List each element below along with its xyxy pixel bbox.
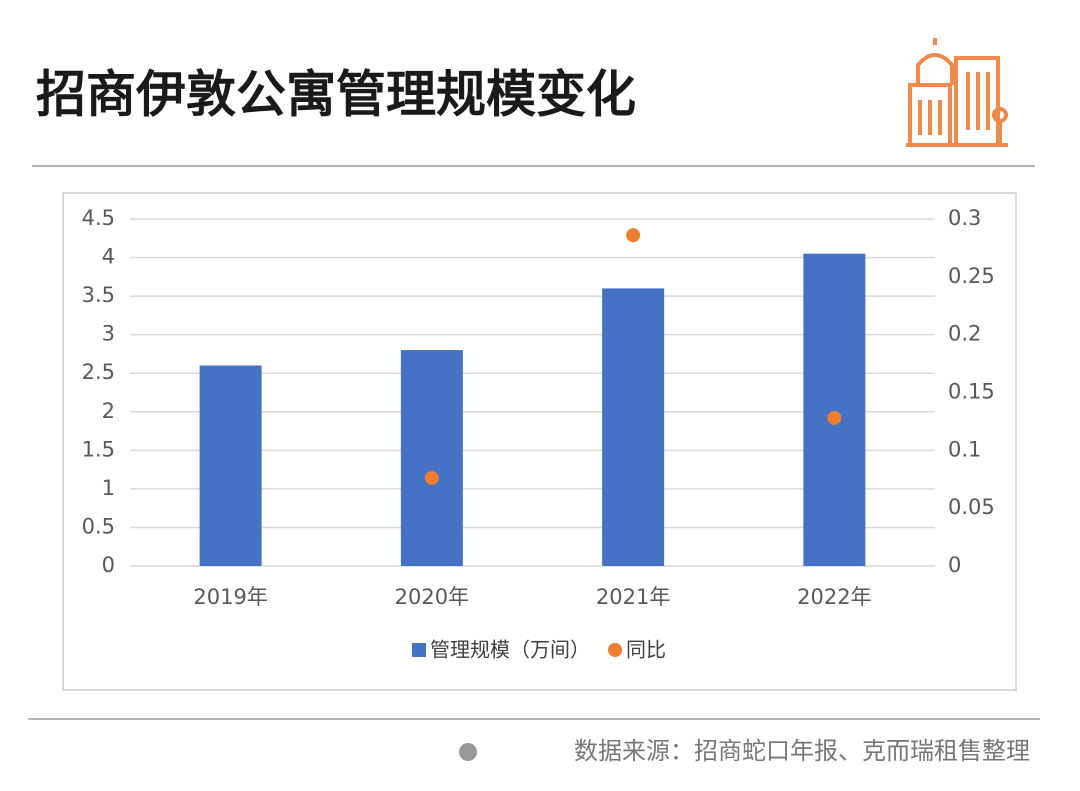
- legend-swatch: [608, 643, 622, 657]
- y2-tick-label: 0.2: [948, 322, 981, 346]
- legend-label: 同比: [626, 638, 666, 662]
- bullet: [459, 743, 477, 761]
- y2-tick-label: 0.1: [948, 437, 981, 461]
- point: [827, 410, 842, 425]
- plot: 0 0.5 1 1.5 2 2.5 3 3.5 4 4.5 0 0.05 0.1 0.15 0.2 0.25 0…: [82, 206, 995, 662]
- point: [626, 228, 641, 243]
- y-tick-label: 3: [102, 322, 115, 346]
- y2-tick-label: 0.3: [948, 206, 981, 230]
- legend-label: 管理规模（万间）: [430, 638, 590, 662]
- bar: [803, 253, 866, 566]
- building-icon: [906, 38, 1008, 147]
- y-tick-label: 1.5: [82, 437, 115, 461]
- y-tick-label: 2: [102, 399, 115, 423]
- y2-tick-label: 0.15: [948, 380, 995, 404]
- source-note: 数据来源：招商蛇口年报、克而瑞租售整理: [574, 737, 1030, 765]
- point: [424, 471, 439, 486]
- y-tick-label: 4: [102, 245, 115, 269]
- y-tick-label: 0.5: [82, 514, 115, 538]
- bar: [602, 288, 665, 566]
- y-tick-label: 2.5: [82, 360, 115, 384]
- y2-tick-label: 0.25: [948, 264, 995, 288]
- y2-tick-label: 0.05: [948, 495, 995, 519]
- y-tick-label: 1: [102, 476, 115, 500]
- y-tick-label: 4.5: [82, 206, 115, 230]
- y-tick-label: 0: [102, 553, 115, 577]
- x-tick-label: 2021年: [596, 585, 670, 609]
- page-title: 招商伊敦公寓管理规模变化: [36, 66, 636, 124]
- x-tick-label: 2020年: [395, 585, 469, 609]
- y2-tick-label: 0: [948, 553, 961, 577]
- y-tick-label: 3.5: [82, 283, 115, 307]
- x-tick-label: 2019年: [193, 585, 267, 609]
- bar: [199, 365, 262, 566]
- bar: [400, 350, 463, 566]
- legend-swatch: [412, 643, 426, 657]
- x-tick-label: 2022年: [797, 585, 871, 609]
